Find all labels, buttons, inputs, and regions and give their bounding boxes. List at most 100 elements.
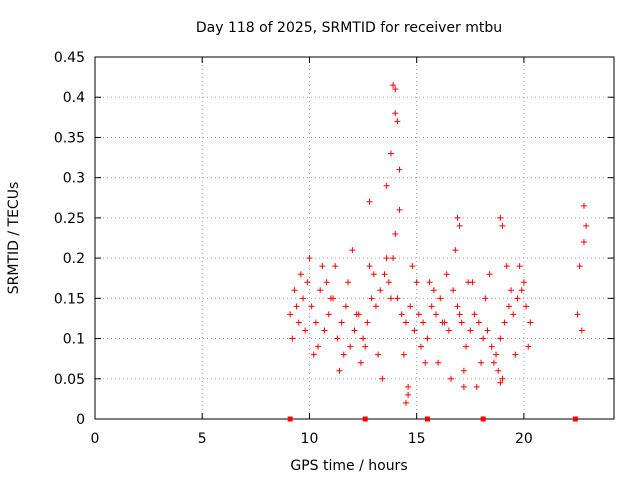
data-point [370,271,377,278]
y-tick-label: 0.3 [63,171,85,187]
plot-frame [94,56,615,420]
data-point [460,367,467,374]
y-tick-label: 0.2 [63,251,85,267]
data-point [383,182,390,189]
data-point [366,263,373,270]
x-tick-label: 20 [515,431,533,447]
data-point [454,214,461,221]
data-point [415,311,422,318]
data-point [349,247,356,254]
data-point [516,263,523,270]
data-point [508,287,515,294]
data-point [351,327,358,334]
data-point [527,319,534,326]
data-point [392,86,399,93]
data-point [497,379,504,386]
y-axis-title: SRMTID / TECUs [6,182,22,295]
data-point [465,279,472,286]
data-point [302,327,309,334]
data-point [497,214,504,221]
y-tick-label: 0.05 [54,372,85,388]
data-point [499,222,506,229]
data-point [411,327,418,334]
data-point [390,255,397,262]
axis-marker [362,416,368,422]
data-point [495,367,502,374]
data-point [402,399,409,406]
data-point [580,202,587,209]
data-point [518,287,525,294]
data-point [362,343,369,350]
x-tick-label: 0 [91,431,100,447]
x-tick-label: 15 [408,431,426,447]
data-point [405,391,412,398]
data-point [347,343,354,350]
data-point [475,319,482,326]
axis-marker [572,416,578,422]
y-tick-label: 0.1 [63,332,85,348]
data-point [420,319,427,326]
y-tick-label: 0.15 [54,291,85,307]
data-point [574,311,581,318]
data-point [325,311,332,318]
data-point [304,279,311,286]
data-point [360,335,367,342]
data-point [287,311,294,318]
axis-marker [424,416,430,422]
data-point [523,303,530,310]
y-tick-label: 0.4 [63,90,85,106]
data-point [467,327,474,334]
data-point [456,222,463,229]
data-point [323,279,330,286]
data-point [319,263,326,270]
data-point [308,303,315,310]
data-point [353,311,360,318]
data-point [430,287,437,294]
data-point [580,239,587,246]
data-point [327,295,334,302]
data-point [394,118,401,125]
x-tick-label: 5 [198,431,207,447]
data-point [375,351,382,358]
data-point [490,359,497,366]
y-tick-label: 0.25 [54,211,85,227]
data-point [505,303,512,310]
data-point [372,303,379,310]
data-point [396,206,403,213]
data-point [297,271,304,278]
y-axis: 0 0.05 0.1 0.15 0.2 0.25 0.3 0.35 0.4 0.45 [54,50,614,428]
data-point [478,359,485,366]
data-point [390,82,397,89]
data-point [482,295,489,302]
data-point [456,311,463,318]
data-point [576,263,583,270]
y-tick-label: 0.45 [54,50,85,66]
data-point [368,295,375,302]
data-point [480,335,487,342]
data-point [484,327,491,334]
data-point [413,279,420,286]
data-point [497,335,504,342]
data-point [499,375,506,382]
chart-title: Day 118 of 2025, SRMTID for receiver mtb… [196,20,502,36]
data-point [463,343,470,350]
data-point [460,383,467,390]
data-point [387,150,394,157]
data-point [525,343,532,350]
y-tick-label: 0.35 [54,130,85,146]
data-point [510,311,517,318]
data-point [295,319,302,326]
data-series-srmtid [287,82,590,406]
data-point [432,311,439,318]
data-point [336,367,343,374]
data-point [424,335,431,342]
data-point [387,295,394,302]
data-point [488,343,495,350]
data-point [437,295,444,302]
data-point [396,166,403,173]
data-point [443,271,450,278]
data-point [448,375,455,382]
data-point [428,303,435,310]
data-point [458,319,465,326]
